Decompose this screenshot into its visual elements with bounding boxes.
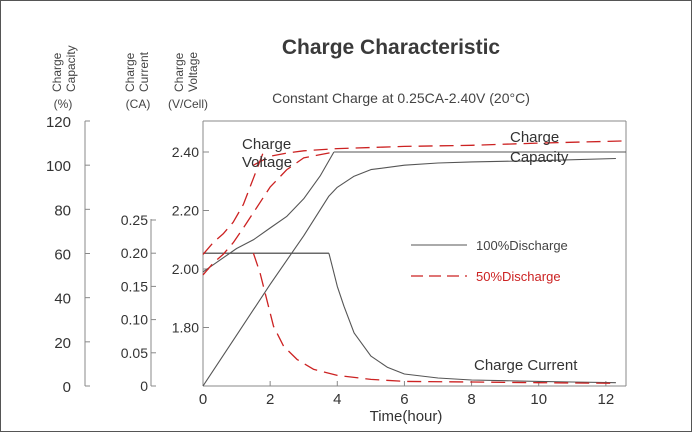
voltage-axis-label-line2: Voltage	[186, 52, 200, 92]
capacity-tick-label: 100	[46, 158, 71, 175]
voltage-annotation-line1: Charge	[242, 136, 291, 153]
current-tick-label: 0.05	[121, 345, 148, 361]
current-axis-unit: (CA)	[126, 97, 151, 111]
time-tick-label: 2	[266, 391, 274, 408]
current-tick-label: 0.20	[121, 245, 148, 261]
legend: 100%Discharge 50%Discharge	[411, 238, 568, 284]
time-tick-label: 12	[598, 391, 615, 408]
capacity-annotation-line1: Charge	[510, 129, 559, 146]
voltage-tick-label: 2.00	[172, 261, 199, 277]
half-discharge-current-curve	[252, 252, 616, 384]
current-axis-ticks: 0.25 0.20 0.15 0.10 0.05 0	[121, 212, 156, 394]
voltage-tick-label: 2.40	[172, 144, 199, 160]
voltage-axis-ticks: 2.40 2.20 2.00 1.80	[172, 144, 209, 336]
capacity-axis-label-line1: Charge	[50, 52, 64, 92]
capacity-axis-ticks: 120 100 80 60 40 20 0	[46, 114, 90, 396]
capacity-tick-label: 80	[54, 202, 71, 219]
voltage-tick-label: 2.20	[172, 203, 199, 219]
time-tick-label: 10	[530, 391, 547, 408]
x-axis-label: Time(hour)	[370, 408, 443, 425]
voltage-annotation-line2: Voltage	[242, 154, 292, 171]
time-tick-label: 8	[467, 391, 475, 408]
time-axis-ticks: 0 2 4 6 8 10 12	[199, 381, 614, 408]
current-annotation: Charge Current	[474, 357, 578, 374]
capacity-annotation-line2: Capacity	[510, 149, 569, 166]
current-tick-label: 0.25	[121, 212, 148, 228]
half-discharge-voltage-curve	[202, 151, 335, 276]
capacity-axis-label-line2: Capacity	[64, 45, 78, 92]
current-tick-label: 0	[140, 378, 148, 394]
capacity-tick-label: 0	[63, 379, 71, 396]
full-discharge-current-curve	[328, 253, 616, 384]
current-axis-label-line1: Charge	[123, 52, 137, 92]
current-tick-label: 0.10	[121, 312, 148, 328]
voltage-axis-unit: (V/Cell)	[168, 97, 208, 111]
legend-label-100: 100%Discharge	[476, 238, 568, 253]
half-discharge-capacity-curve	[253, 140, 627, 166]
capacity-tick-label: 40	[54, 291, 71, 308]
legend-label-50: 50%Discharge	[476, 269, 561, 284]
chart-title: Charge Characteristic	[282, 36, 501, 59]
chart-subtitle: Constant Charge at 0.25CA-2.40V (20°C)	[272, 90, 530, 106]
series-layer	[202, 140, 627, 387]
voltage-axis-label-line1: Charge	[172, 52, 186, 92]
voltage-tick-label: 1.80	[172, 320, 199, 336]
full-discharge-voltage-curve	[202, 151, 335, 273]
current-axis-label-line2: Current	[137, 51, 151, 92]
time-tick-label: 0	[199, 391, 207, 408]
capacity-tick-label: 120	[46, 114, 71, 131]
current-tick-label: 0.15	[121, 278, 148, 294]
capacity-tick-label: 60	[54, 247, 71, 264]
capacity-axis-unit: (%)	[54, 97, 73, 111]
full-discharge-capacity-curve	[202, 157, 616, 387]
half-discharge-voltage-curve	[202, 151, 265, 255]
time-tick-label: 4	[333, 391, 341, 408]
capacity-tick-label: 20	[54, 335, 71, 352]
time-tick-label: 6	[400, 391, 408, 408]
